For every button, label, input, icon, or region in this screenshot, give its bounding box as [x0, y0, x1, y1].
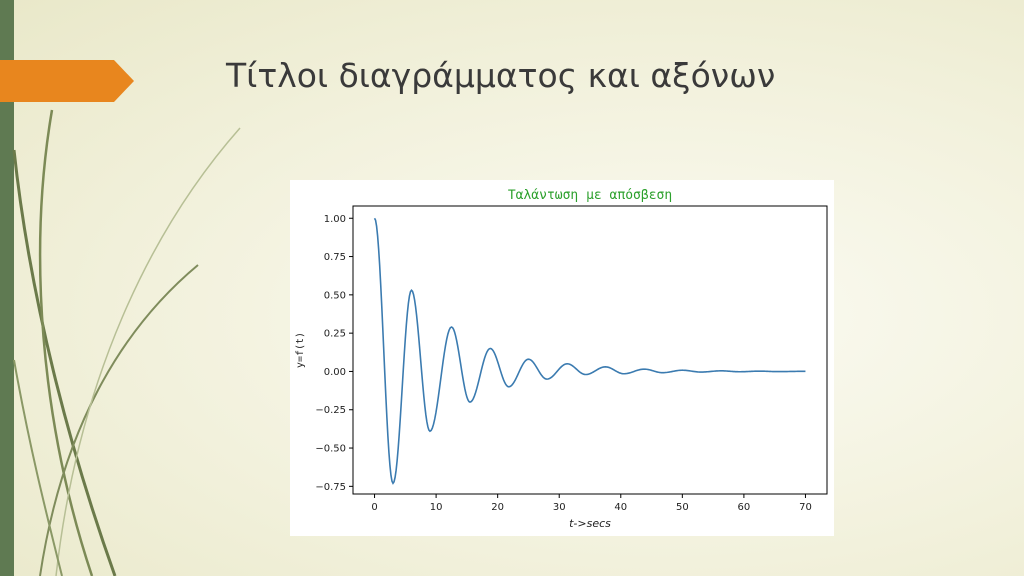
y-tick-label: 1.00 — [324, 214, 346, 225]
x-tick-label: 50 — [676, 502, 689, 513]
accent-tab-shape — [0, 60, 134, 102]
y-tick-label: −0.75 — [315, 482, 346, 493]
leaf-stroke — [12, 149, 117, 576]
slide-title: Τίτλοι διαγράμματος και αξόνων — [226, 56, 776, 95]
y-tick-label: 0.25 — [324, 329, 346, 340]
left-accent-bar — [0, 0, 14, 576]
x-tick-label: 10 — [430, 502, 443, 513]
series-line — [373, 217, 806, 485]
accent-tab — [0, 60, 134, 102]
chart-figure: Ταλάντωση με απόσβεση t->secs y=f(t) 0 10… — [290, 180, 834, 536]
leaf-stroke — [13, 359, 63, 576]
y-tick-label: 0.00 — [324, 367, 346, 378]
y-tick-label: −0.50 — [315, 444, 346, 455]
x-axis-ticks: 0 10 20 30 40 50 60 70 — [371, 494, 812, 513]
x-tick-label: 0 — [371, 502, 377, 513]
y-axis-label: y=f(t) — [295, 332, 306, 368]
decorative-leaves — [12, 109, 241, 576]
chart-title: Ταλάντωση με απόσβεση — [508, 188, 672, 203]
chart-svg: Ταλάντωση με απόσβεση t->secs y=f(t) 0 10… — [295, 188, 828, 530]
leaf-stroke — [55, 127, 241, 576]
y-tick-label: 0.50 — [324, 290, 346, 301]
y-tick-label: −0.25 — [315, 405, 346, 416]
x-axis-label: t->secs — [569, 517, 611, 530]
y-tick-label: 0.75 — [324, 252, 346, 263]
x-tick-label: 20 — [491, 502, 504, 513]
x-tick-label: 30 — [553, 502, 566, 513]
leaf-stroke — [39, 264, 199, 576]
leaf-stroke — [38, 109, 94, 576]
x-tick-label: 60 — [738, 502, 751, 513]
x-tick-label: 70 — [799, 502, 812, 513]
plot-frame — [352, 205, 828, 495]
y-axis-ticks: 1.00 0.75 0.50 0.25 0.00 −0.25 −0.50 −0.75 — [315, 214, 353, 493]
x-tick-label: 40 — [614, 502, 627, 513]
